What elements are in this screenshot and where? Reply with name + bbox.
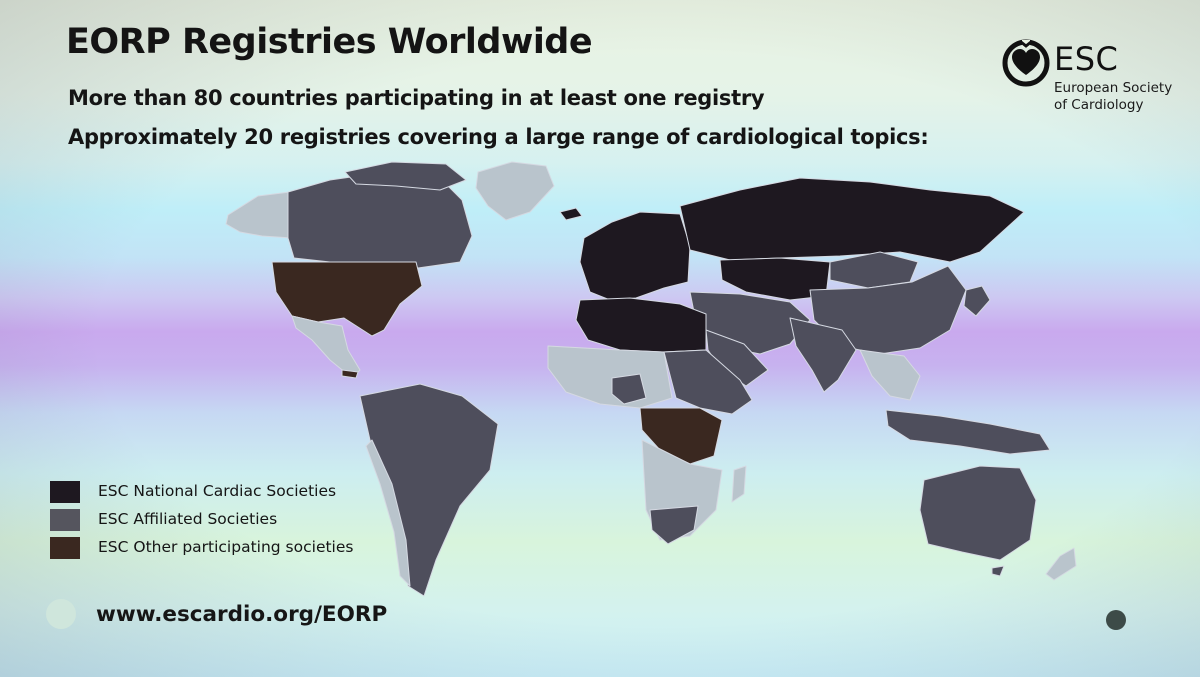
region-arctic-islands: [344, 161, 467, 191]
region-greenland: [475, 161, 555, 221]
region-new-zealand: [1045, 547, 1077, 581]
url-bullet-dot: [46, 599, 76, 629]
heart-logo-icon: [1002, 39, 1050, 87]
slide-title: EORP Registries Worldwide: [66, 22, 593, 62]
region-usa: [271, 261, 423, 337]
slide-nav-dot[interactable]: [1106, 610, 1126, 630]
logo-organization-name: European Society of Cardiology: [1054, 80, 1172, 114]
legend-label-affiliated: ESC Affiliated Societies: [98, 510, 278, 528]
region-se-asia: [859, 349, 921, 401]
region-india: [789, 317, 857, 393]
url-link[interactable]: www.escardio.org/EORP: [96, 602, 388, 627]
region-chile: [365, 439, 411, 587]
region-north-africa: [575, 297, 707, 353]
region-west-africa: [547, 345, 673, 409]
logo-name-line-1: European Society: [1054, 80, 1173, 96]
subtitle-line-1: More than 80 countries participating in …: [68, 86, 765, 110]
region-indonesia: [885, 409, 1051, 455]
region-alaska: [225, 191, 293, 239]
region-russia: [679, 177, 1025, 263]
region-australia: [919, 465, 1037, 561]
logo-name-line-2: of Cardiology: [1054, 97, 1144, 113]
legend-label-national: ESC National Cardiac Societies: [98, 482, 337, 500]
region-south-america: [359, 383, 499, 597]
legend-swatch-national: [50, 481, 80, 503]
region-madagascar: [731, 465, 747, 503]
region-arabia: [705, 329, 769, 387]
region-central-asia: [719, 257, 831, 301]
logo-abbreviation: ESC: [1054, 40, 1119, 78]
esc-logo: ESC European Society of Cardiology: [1000, 36, 1185, 126]
legend-swatch-other: [50, 537, 80, 559]
region-tasmania: [991, 565, 1005, 577]
region-nigeria: [611, 373, 647, 405]
region-cuba: [341, 369, 359, 379]
region-south-africa: [649, 505, 699, 545]
legend-swatch-affiliated: [50, 509, 80, 531]
region-europe: [579, 211, 691, 301]
region-sudan-ethiopia: [663, 349, 753, 415]
region-japan: [963, 285, 991, 317]
region-mexico: [291, 315, 361, 379]
subtitle-line-2: Approximately 20 registries covering a l…: [68, 125, 929, 149]
legend-label-other: ESC Other participating societies: [98, 538, 354, 556]
region-iceland: [559, 207, 583, 221]
